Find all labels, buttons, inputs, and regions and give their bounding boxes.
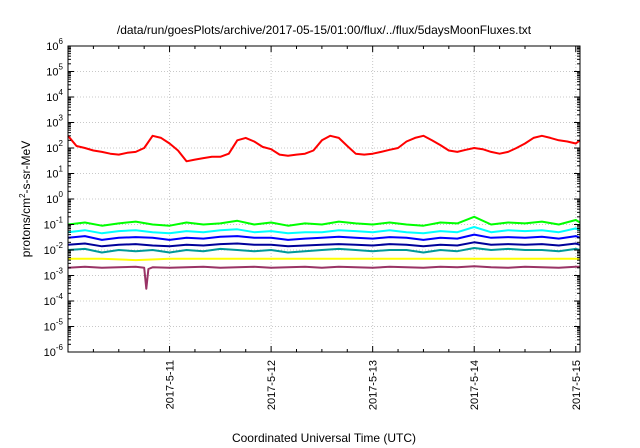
y-axis-label: protons/cm2-s-sr-MeV (18, 141, 33, 257)
series-line-8 (67, 265, 580, 290)
series-line-6 (67, 247, 581, 254)
series-line-3 (67, 226, 581, 235)
y-tick-label: 105 (46, 63, 63, 79)
grid (68, 46, 580, 352)
y-tick-label: 106 (46, 37, 63, 53)
x-tick-label: 2017-5-11 (165, 360, 177, 409)
x-tick-label: 2017-5-15 (571, 360, 583, 410)
y-tick-label: 10-4 (44, 292, 64, 308)
y-tick-label: 103 (46, 114, 63, 130)
series-line-5 (67, 241, 581, 248)
x-tick-label: 2017-5-13 (368, 360, 380, 410)
series-line-7 (68, 257, 580, 262)
y-axis: 106 105 104 103 102 101 100 10-1 10-2 10-3 10-4 10-… (44, 37, 580, 359)
x-axis-label: Coordinated Universal Time (UTC) (232, 431, 416, 445)
series-line-1 (67, 134, 581, 163)
x-tick-label: 2017-5-14 (469, 360, 481, 410)
y-tick-label: 102 (46, 139, 63, 155)
series-line-2 (67, 215, 581, 227)
y-tick-label: 10-5 (44, 318, 64, 334)
y-tick-label: 10-6 (44, 343, 64, 359)
y-tick-label: 10-3 (44, 267, 64, 283)
series-lines (67, 134, 581, 290)
x-tick-label: 2017-5-12 (266, 360, 278, 410)
x-axis: 2017-5-11 2017-5-12 2017-5-13 2017-5-14 2017… (92, 46, 583, 410)
y-tick-label: 101 (46, 165, 63, 181)
series-line-4 (67, 233, 581, 241)
y-tick-label: 100 (46, 190, 63, 206)
chart-title: /data/run/goesPlots/archive/2017-05-15/0… (117, 23, 532, 37)
y-tick-label: 10-2 (44, 241, 64, 257)
y-tick-label: 104 (46, 88, 63, 104)
y-tick-label: 10-1 (44, 216, 64, 232)
